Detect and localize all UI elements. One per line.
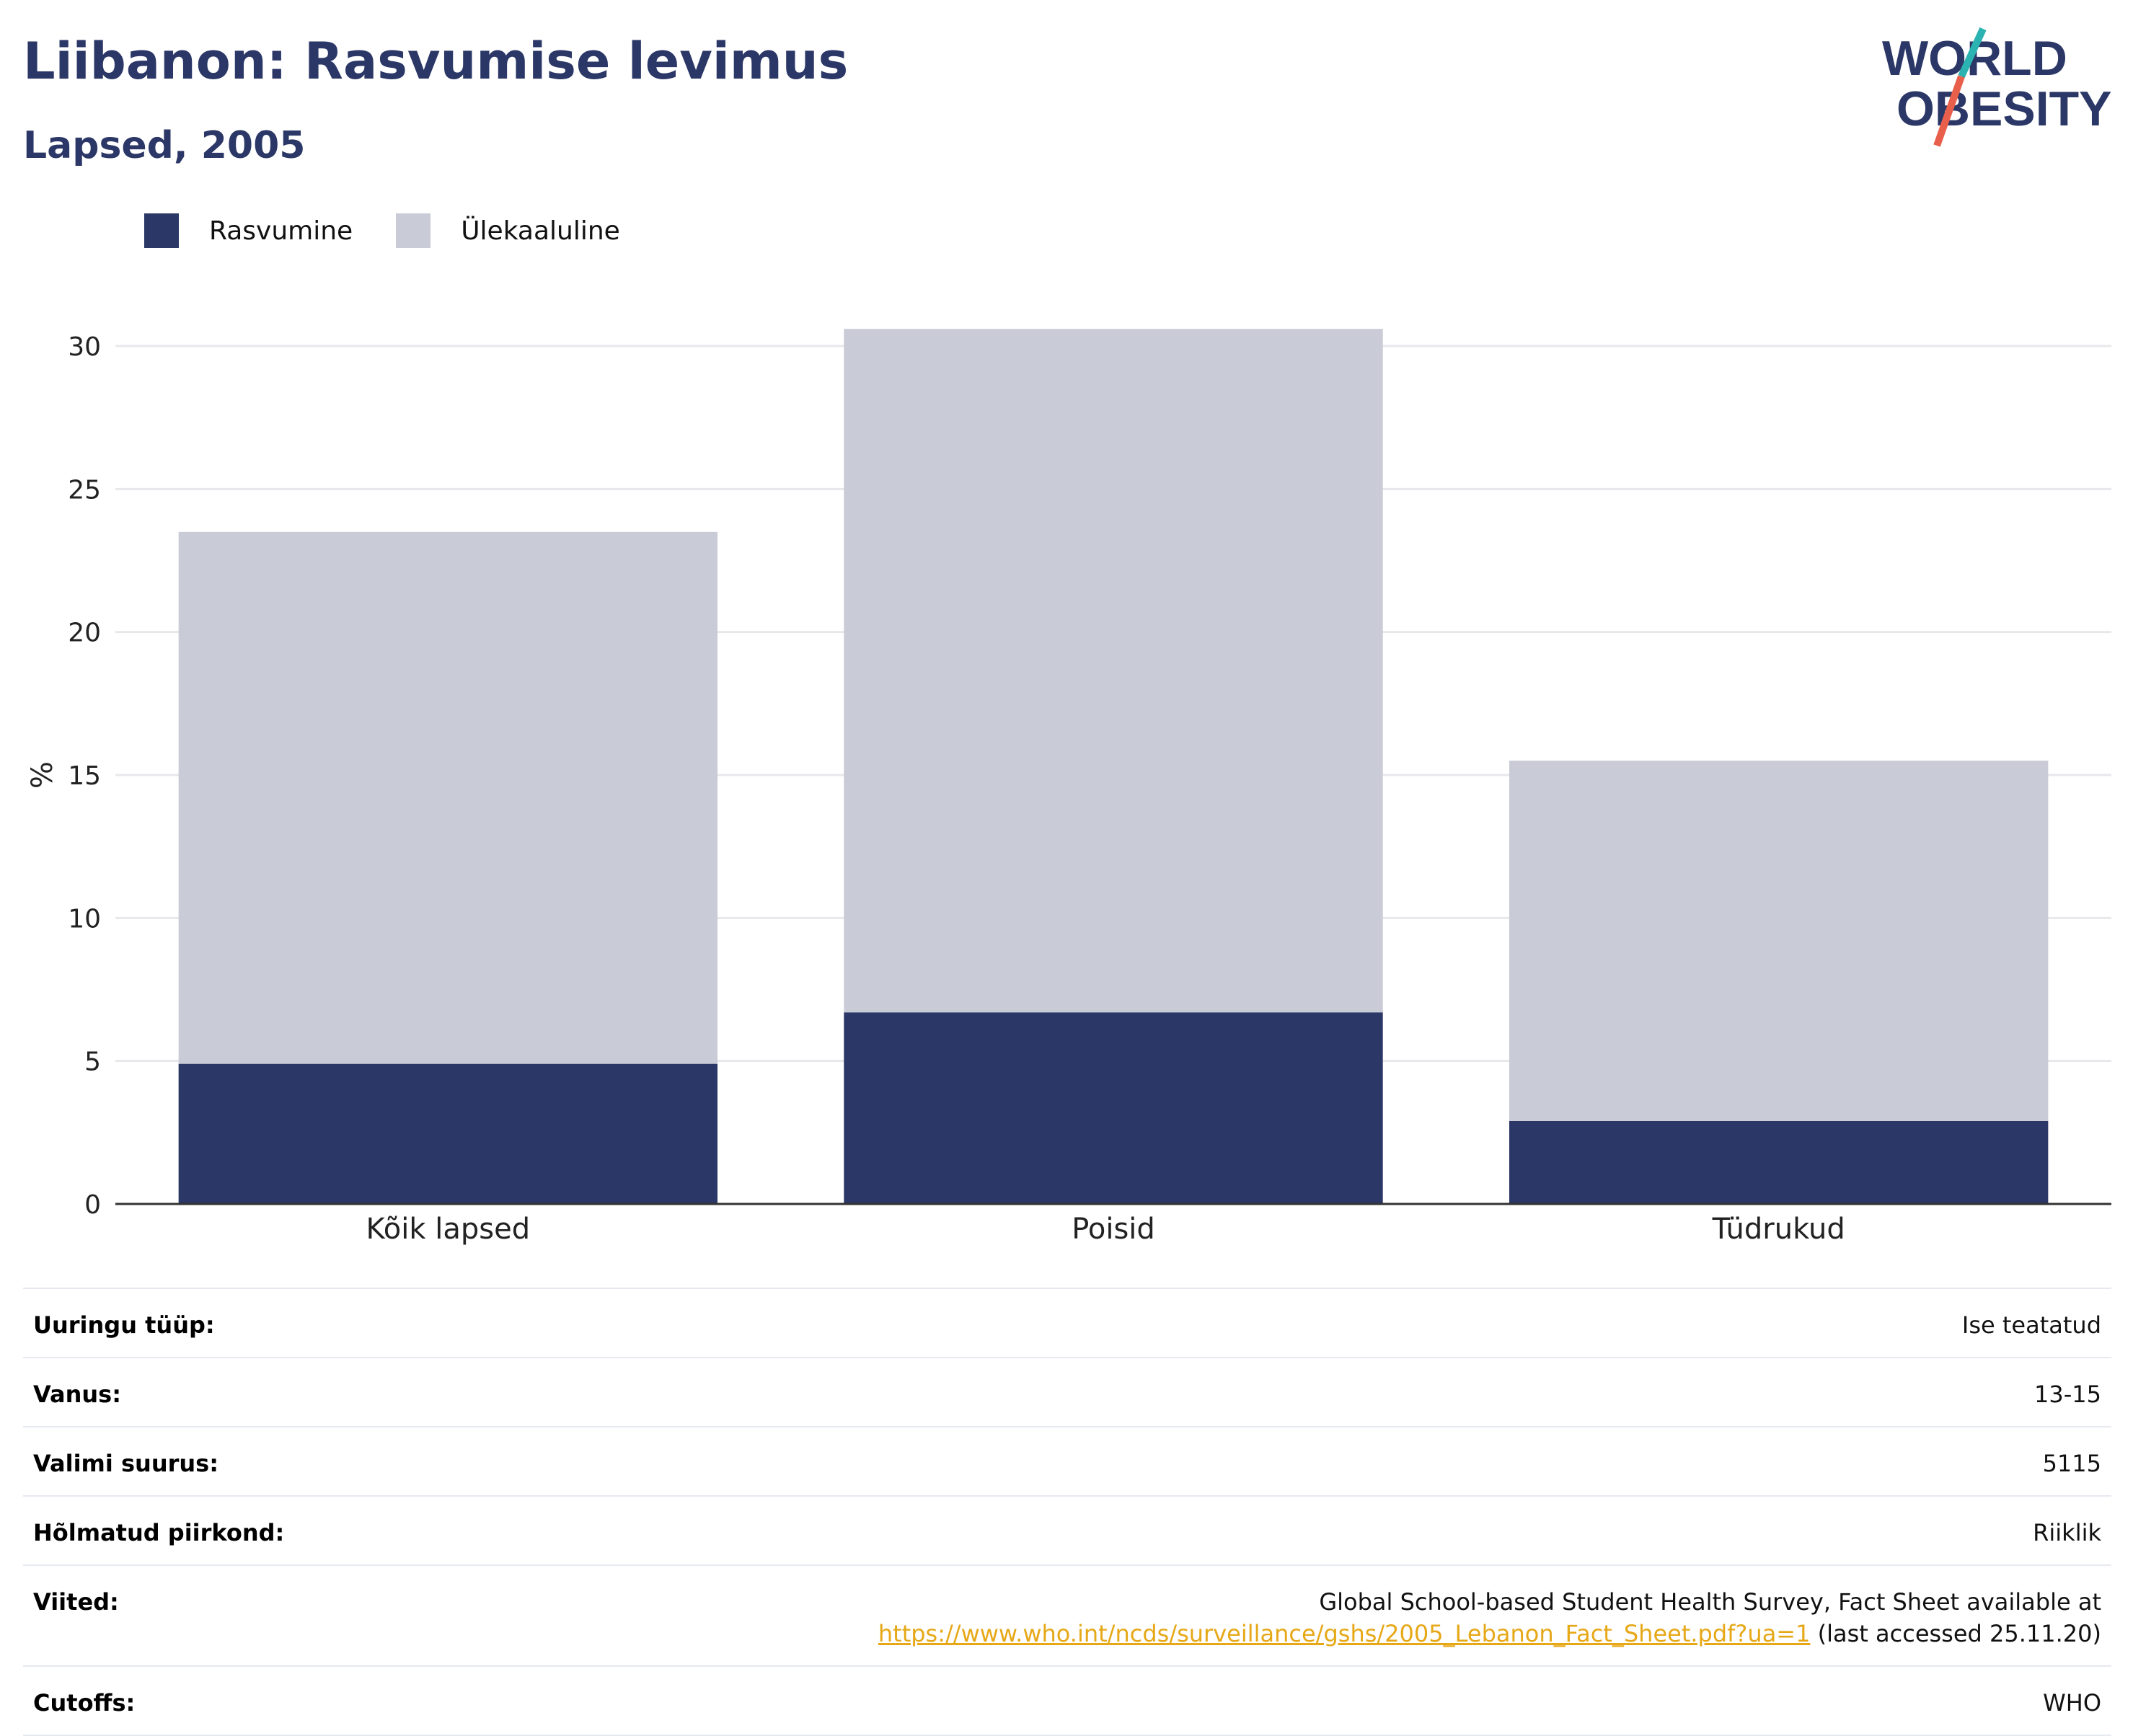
bar-overweight	[844, 329, 1383, 1013]
info-row-cutoffs: Cutoffs: WHO	[23, 1665, 2111, 1736]
bar-obesity	[178, 1063, 718, 1204]
world-obesity-logo: WORLD OBESITY	[1882, 27, 2112, 147]
legend-swatch-overweight	[396, 213, 431, 248]
info-label: Viited:	[33, 1588, 119, 1616]
x-tick-label: Poisid	[1072, 1213, 1155, 1246]
bar-obesity	[844, 1012, 1383, 1204]
bar-obesity	[1509, 1120, 2049, 1204]
y-tick-label: 30	[68, 332, 101, 362]
info-value: 5115	[2042, 1450, 2101, 1477]
legend-label-overweight: Ülekaaluline	[461, 216, 620, 246]
info-row-age: Vanus: 13-15	[23, 1357, 2111, 1426]
info-row-references: Viited: Global School-based Student Heal…	[23, 1564, 2111, 1665]
info-value: Riiklik	[2033, 1519, 2101, 1546]
logo-slash-red	[1933, 75, 1965, 147]
reference-link[interactable]: https://www.who.int/ncds/surveillance/gs…	[878, 1620, 1811, 1647]
y-tick-label: 5	[84, 1048, 101, 1077]
legend-item-overweight[interactable]: Ülekaaluline	[396, 213, 620, 248]
page-title: Liibanon: Rasvumise levimus	[23, 32, 849, 91]
info-label: Uuringu tüüp:	[33, 1311, 215, 1339]
x-tick-label: Kõik lapsed	[366, 1213, 531, 1246]
info-value: WHO	[2043, 1689, 2101, 1717]
y-tick-label: 20	[68, 619, 101, 648]
reference-accessed: (last accessed 25.11.20)	[1810, 1620, 2101, 1647]
info-row-sample-size: Valimi suurus: 5115	[23, 1426, 2111, 1495]
info-label: Valimi suurus:	[33, 1450, 219, 1477]
info-table: Uuringu tüüp: Ise teatatud Vanus: 13-15 …	[23, 1288, 2111, 1736]
x-tick-label: Tüdrukud	[1712, 1213, 1845, 1246]
info-label: Cutoffs:	[33, 1689, 136, 1717]
y-tick-label: 10	[68, 904, 101, 934]
bar-overweight	[178, 531, 718, 1064]
page-subtitle: Lapsed, 2005	[23, 124, 306, 167]
chart-legend: Rasvumine Ülekaaluline	[144, 213, 663, 248]
info-value-references: Global School-based Student Health Surve…	[878, 1586, 2101, 1649]
info-row-survey-type: Uuringu tüüp: Ise teatatud	[23, 1288, 2111, 1357]
legend-swatch-obesity	[144, 213, 179, 248]
legend-label-obesity: Rasvumine	[209, 216, 353, 246]
info-value: Ise teatatud	[1961, 1311, 2101, 1339]
logo-slash-teal	[1958, 27, 1987, 79]
y-tick-label: 0	[84, 1190, 101, 1220]
bar-chart: 0 5 10 15 20 25 30% Kõik lapsed Poisid Tüdrukud	[26, 329, 2111, 1246]
bar-overweight	[1509, 761, 2049, 1121]
legend-item-obesity[interactable]: Rasvumine	[144, 213, 353, 248]
info-row-area: Hõlmatud piirkond: Riiklik	[23, 1495, 2111, 1564]
info-label: Hõlmatud piirkond:	[33, 1519, 285, 1546]
info-label: Vanus:	[33, 1381, 122, 1408]
y-axis-label: %	[26, 761, 59, 789]
reference-text: Global School-based Student Health Surve…	[1319, 1588, 2101, 1616]
logo-word-obesity: OBESITY	[1896, 81, 2112, 136]
y-tick-label: 15	[68, 761, 101, 791]
info-value: 13-15	[2034, 1381, 2101, 1408]
y-tick-label: 25	[68, 475, 101, 505]
